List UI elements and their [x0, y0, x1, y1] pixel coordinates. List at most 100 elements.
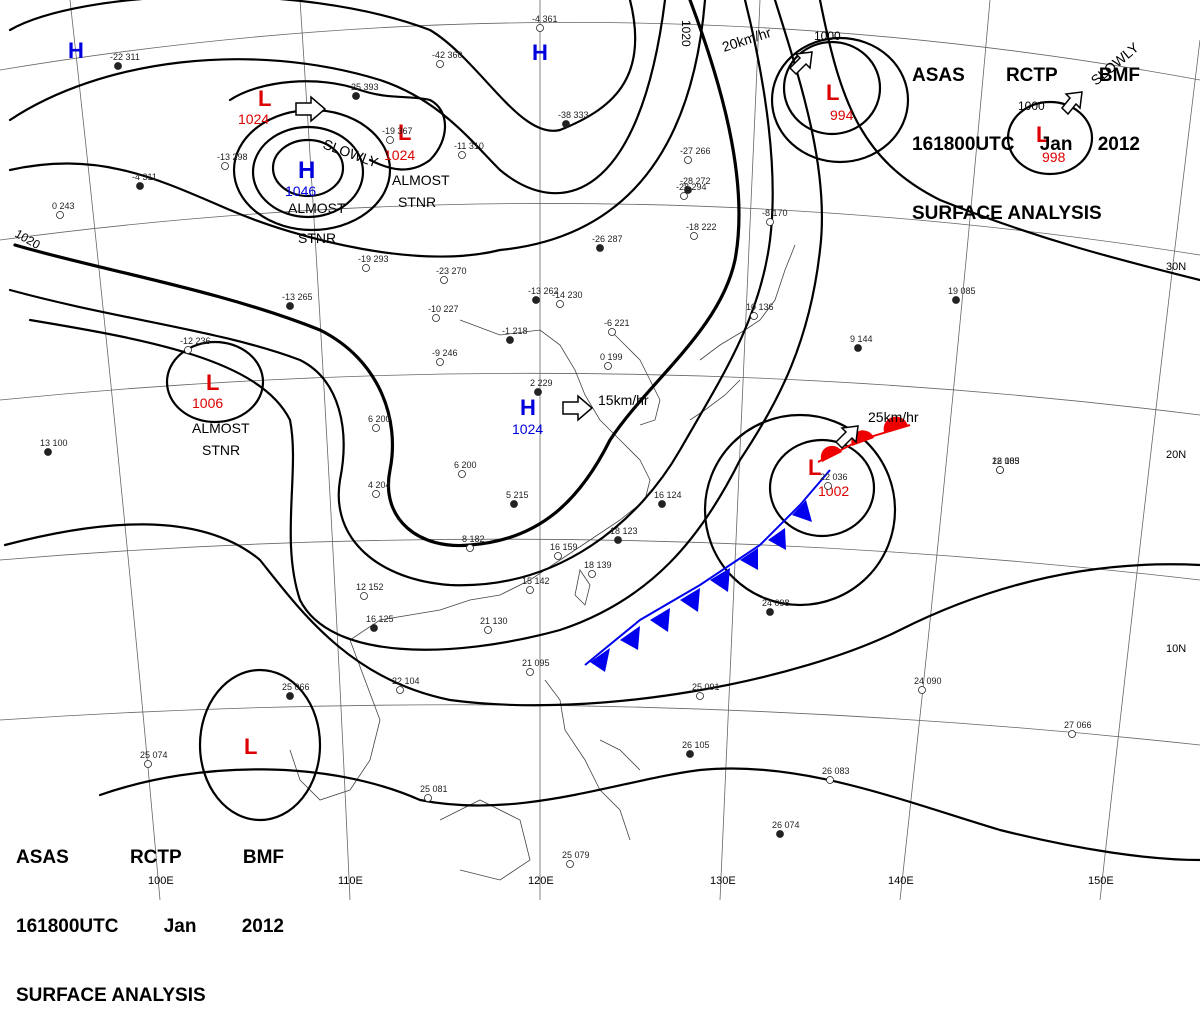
station-label: -4 361: [532, 14, 558, 24]
station-plot: -10 227: [428, 304, 459, 322]
header-station: RCTP: [1005, 65, 1058, 86]
station-circle: [690, 232, 698, 240]
isobar-h1046-ring2: [251, 125, 365, 219]
station-plot: -22 311: [110, 52, 140, 70]
station-plot: -38 333: [558, 110, 589, 128]
isobar-a: [8, 0, 637, 132]
station-circle: [44, 448, 52, 456]
lat-label: 30N: [1166, 261, 1186, 273]
station-plot: 25 079: [562, 850, 590, 868]
station-label: 5 215: [506, 490, 529, 500]
station-plot: -19 367: [382, 126, 413, 144]
station-plot: 12 152: [356, 582, 384, 600]
station-label: 25 091: [692, 682, 720, 692]
header-line-3: SURFACE ANALYSIS: [912, 202, 1140, 225]
station-plot: -23 270: [436, 266, 467, 284]
arrow-l994: [788, 51, 813, 76]
low-center-1002: L: [808, 455, 821, 480]
header-top-right: ASAS RCTP BMF 161800UTC Jan 2012 SURFACE…: [912, 18, 1140, 248]
low-center-south: L: [244, 734, 257, 759]
station-plot: 24 090: [914, 676, 942, 694]
station-circle: [604, 362, 612, 370]
station-plot: -14 230: [552, 290, 583, 308]
station-circle: [352, 92, 360, 100]
station-circle: [918, 686, 926, 694]
station-label: -38 333: [558, 110, 589, 120]
station-plot: -13 298: [217, 152, 248, 170]
station-circle: [526, 668, 534, 676]
low-center-1006: L: [206, 370, 219, 395]
station-circle: [588, 570, 596, 578]
header-month: Jan: [1039, 134, 1073, 155]
station-label: -14 230: [552, 290, 583, 300]
station-circle: [566, 860, 574, 868]
station-circle: [996, 466, 1004, 474]
station-plot: 16 125: [366, 614, 394, 632]
station-circle: [56, 211, 64, 219]
header-line-1: ASAS RCTP BMF: [16, 846, 284, 869]
station-plot: 25 066: [282, 682, 310, 700]
station-circle: [750, 312, 758, 320]
header-valid-time: 161800UTC: [16, 916, 119, 937]
cold-front-barb: [590, 648, 610, 672]
header-agency: ASAS: [912, 65, 965, 86]
parallel-0: [0, 704, 1200, 746]
station-circle: [286, 302, 294, 310]
station-circle: [824, 482, 832, 490]
arrow-h1024: [562, 394, 594, 422]
isobar-d: [8, 0, 774, 587]
station-label: 26 105: [682, 740, 710, 750]
station-circle: [596, 244, 604, 252]
station-plot: 6 200: [368, 414, 391, 432]
station-circle: [608, 328, 616, 336]
station-label: 22 105: [992, 456, 1020, 466]
low-value-1024-e: 1024: [384, 147, 415, 163]
isobar-g: [98, 767, 1200, 862]
station-circle: [766, 218, 774, 226]
header-year: 2012: [1097, 134, 1140, 155]
station-label: 25 066: [282, 682, 310, 692]
station-plot: -11 310: [454, 141, 484, 159]
coast-borneo: [439, 799, 531, 881]
station-label: 10 136: [746, 302, 774, 312]
station-label: 27 066: [1064, 720, 1092, 730]
station-label: -28 272: [680, 176, 711, 186]
coast-philippines: [544, 679, 641, 841]
station-plot: 26 083: [822, 766, 850, 784]
station-circle: [614, 536, 622, 544]
station-plot: -13 262: [528, 286, 559, 304]
header-valid-time: 161800UTC: [912, 134, 1015, 155]
station-label: 15 142: [522, 576, 550, 586]
station-plot: -25 393: [348, 82, 379, 100]
station-plot: 21 095: [522, 658, 550, 676]
station-label: 21 130: [480, 616, 508, 626]
low-center-998: L: [1036, 122, 1049, 147]
station-label: 16 125: [366, 614, 394, 624]
isobar-l-south: [198, 668, 322, 822]
station-label: 21 095: [522, 658, 550, 668]
station-circle: [532, 296, 540, 304]
header-year: 2012: [241, 916, 284, 937]
station-plot: -28 294: [676, 182, 707, 200]
station-label: -19 367: [382, 126, 413, 136]
station-plot: 13 100: [40, 438, 68, 456]
header-office: BMF: [1098, 65, 1140, 86]
coast-japan: [689, 244, 796, 421]
parallel-40n: [0, 22, 1200, 81]
station-label: 13 100: [40, 438, 68, 448]
cold-front-barb: [650, 608, 670, 632]
station-label: 19 085: [948, 286, 976, 296]
high-center-n: H: [532, 40, 548, 65]
high-value-1046: 1046: [285, 183, 316, 199]
warm-front-bump: [883, 416, 908, 432]
station-circle: [458, 151, 466, 159]
high-value-1024: 1024: [512, 421, 543, 437]
station-label: 25 079: [562, 850, 590, 860]
station-label: -25 393: [348, 82, 379, 92]
station-circle: [386, 136, 394, 144]
station-label: 8 182: [462, 534, 485, 544]
note-almost-l1006: ALMOST: [192, 420, 250, 436]
station-circle: [370, 624, 378, 632]
station-plot: 8 182: [462, 534, 485, 552]
cold-front-barb: [768, 528, 786, 550]
